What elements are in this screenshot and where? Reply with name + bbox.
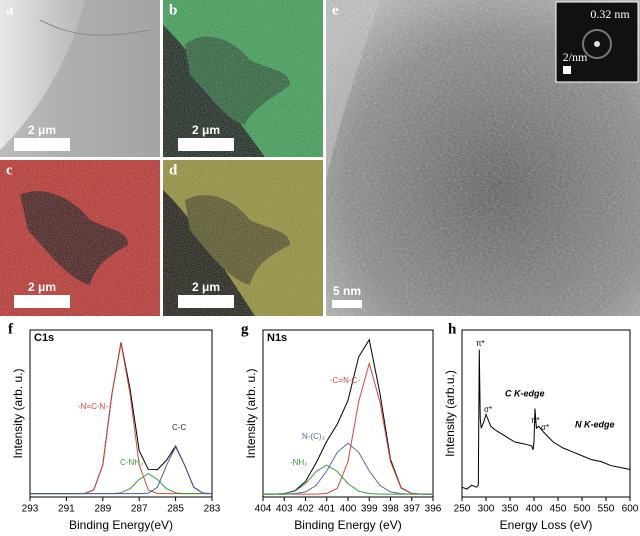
x-tick-label: 283 xyxy=(204,504,221,515)
x-tick-label: 450 xyxy=(550,504,567,515)
x-tick-label: 396 xyxy=(425,504,442,515)
fft-ring xyxy=(582,29,612,59)
annotation: π* xyxy=(476,339,485,348)
plot-frame xyxy=(29,329,213,498)
panel-label: b xyxy=(169,2,177,18)
x-tick-label: 293 xyxy=(22,504,39,515)
x-tick-label: 403 xyxy=(276,504,293,515)
x-tick-label: 550 xyxy=(598,504,615,515)
inset-scale: 2/nm xyxy=(563,50,588,64)
panel-label: h xyxy=(448,321,457,337)
texture xyxy=(0,160,160,316)
series-line xyxy=(30,473,212,495)
x-tick-label: 398 xyxy=(382,504,399,515)
crack xyxy=(39,19,151,36)
panel-label: g xyxy=(241,321,249,337)
series-line xyxy=(263,464,433,495)
annotation: σ* xyxy=(484,405,492,414)
annotation: N-(C)₃ xyxy=(302,432,325,441)
x-tick-label: 600 xyxy=(622,504,639,515)
scale-bar xyxy=(178,138,234,151)
annotation: σ* xyxy=(541,423,549,432)
panel-label: d xyxy=(169,162,178,178)
texture xyxy=(163,160,323,316)
panel-label: c xyxy=(6,162,13,178)
x-axis-label: Binding Energy (eV) xyxy=(294,518,401,532)
annotation: N K-edge xyxy=(575,419,615,429)
annotation: C-C xyxy=(172,423,186,432)
y-axis-label: Intensity (arb. u.) xyxy=(11,368,25,458)
x-tick-label: 285 xyxy=(167,504,184,515)
texture xyxy=(163,0,323,157)
x-tick-label: 400 xyxy=(526,504,543,515)
x-tick-label: 291 xyxy=(58,504,75,515)
x-tick-label: 250 xyxy=(454,504,471,515)
inset-scale-bar xyxy=(563,66,571,74)
series-line xyxy=(263,338,433,495)
x-tick-label: 289 xyxy=(94,504,111,515)
y-axis-label: Intensity (arb. u.) xyxy=(244,368,258,458)
plot-title: C1s xyxy=(34,332,54,344)
x-tick-label: 287 xyxy=(131,504,148,515)
annotation: -C=N-C- xyxy=(330,376,360,385)
panel-label: a xyxy=(6,2,14,18)
x-axis-label: Energy Loss (eV) xyxy=(500,518,593,532)
annotation: C-NH₂ xyxy=(120,458,143,467)
scale-bar-label: 2 μm xyxy=(192,280,220,294)
fft-center xyxy=(594,41,600,47)
scale-bar-label: 5 nm xyxy=(333,284,361,298)
series-line xyxy=(30,343,212,495)
annotation: -N=C-N- xyxy=(78,402,108,411)
x-axis-label: Binding Energy(eV) xyxy=(69,518,173,532)
series-line xyxy=(30,342,213,495)
x-tick-label: 399 xyxy=(361,504,378,515)
annotation: C K-edge xyxy=(505,388,545,398)
panel-b xyxy=(163,0,323,157)
x-tick-label: 350 xyxy=(502,504,519,515)
plot-title: N1s xyxy=(267,332,287,344)
panel-a xyxy=(0,0,160,157)
annotation: -NH₂ xyxy=(290,458,307,467)
annotation: π* xyxy=(531,416,540,425)
panel-label: e xyxy=(332,2,339,18)
x-tick-label: 400 xyxy=(340,504,357,515)
plot-frame xyxy=(262,329,434,498)
plot-frame xyxy=(461,329,631,498)
x-tick-label: 397 xyxy=(403,504,420,515)
x-tick-label: 404 xyxy=(255,504,272,515)
panel-label: f xyxy=(8,321,14,337)
panel-e xyxy=(326,0,640,316)
x-tick-label: 402 xyxy=(297,504,314,515)
series-line xyxy=(30,445,213,495)
inset-spacing: 0.32 nm xyxy=(590,7,630,21)
scale-bar xyxy=(14,295,70,308)
panel-c xyxy=(0,160,160,316)
region xyxy=(0,0,160,157)
panel-d xyxy=(163,160,323,316)
x-tick-label: 401 xyxy=(318,504,335,515)
scale-bar xyxy=(178,295,234,308)
x-tick-label: 500 xyxy=(574,504,591,515)
series-line xyxy=(461,349,631,490)
scale-bar-label: 2 μm xyxy=(192,123,220,137)
y-axis-label: Intensity (arb.u.) xyxy=(443,370,457,457)
scale-bar xyxy=(332,300,362,308)
scale-bar xyxy=(14,138,70,151)
scale-bar-label: 2 μm xyxy=(28,123,56,137)
series-line xyxy=(263,442,433,495)
x-tick-label: 300 xyxy=(478,504,495,515)
scale-bar-label: 2 μm xyxy=(28,280,56,294)
